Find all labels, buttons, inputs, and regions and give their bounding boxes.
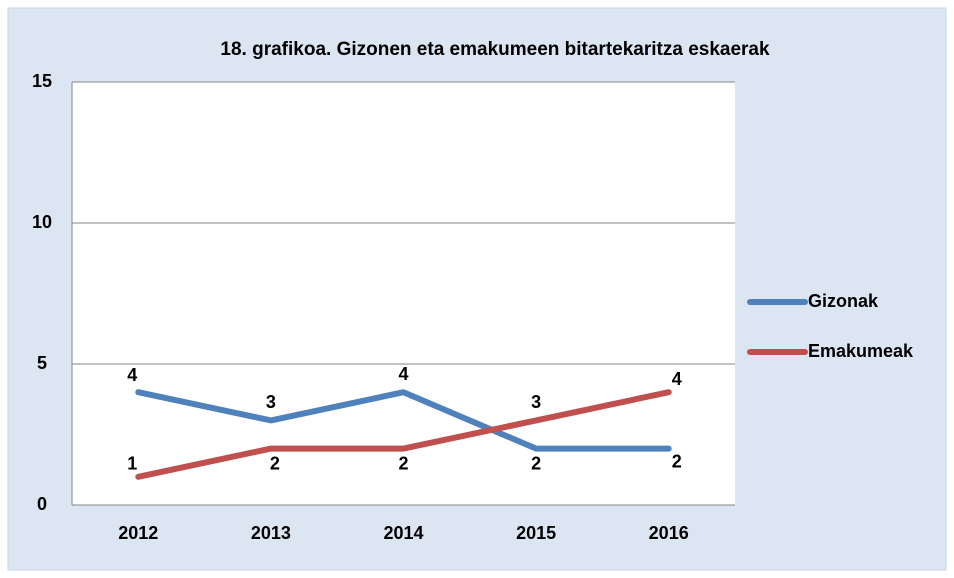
x-tick-label: 2013: [251, 523, 291, 543]
data-label: 2: [672, 451, 682, 471]
data-label: 3: [531, 392, 541, 412]
data-label: 4: [127, 365, 137, 385]
data-label: 2: [531, 453, 541, 473]
data-label: 3: [266, 392, 276, 412]
line-series: [135, 389, 672, 480]
data-label: 1: [127, 454, 137, 474]
legend-label: Gizonak: [808, 291, 879, 311]
line-series: [135, 389, 672, 452]
x-tick-label: 2016: [649, 523, 689, 543]
data-label: 4: [672, 369, 682, 389]
legend-label: Emakumeak: [808, 341, 914, 361]
chart-title: 18. grafikoa. Gizonen eta emakumeen bita…: [220, 39, 770, 60]
y-tick-label: 0: [37, 494, 47, 514]
y-tick-label: 5: [37, 353, 47, 373]
data-label: 4: [398, 364, 408, 384]
data-label: 2: [398, 453, 408, 473]
y-tick-label: 15: [32, 71, 52, 91]
x-tick-label: 2014: [383, 523, 423, 543]
x-tick-label: 2012: [118, 523, 158, 543]
y-tick-label: 10: [32, 212, 52, 232]
x-tick-label: 2015: [516, 523, 556, 543]
data-label: 2: [270, 453, 280, 473]
plot-area: [72, 82, 735, 505]
